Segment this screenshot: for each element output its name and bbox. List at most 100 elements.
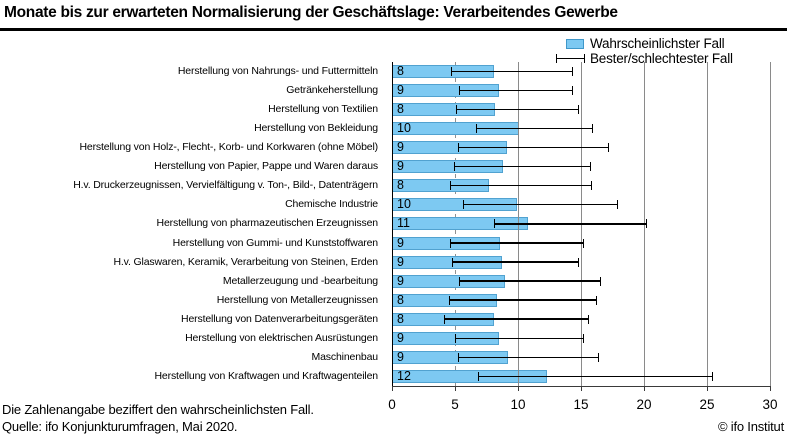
- x-axis-tick-label: 0: [388, 397, 396, 412]
- bar-most-likely: 12: [392, 368, 547, 383]
- x-axis-tick: [706, 386, 708, 391]
- errorbar-best-worst: [449, 238, 585, 248]
- errorbar-best-worst: [443, 314, 590, 324]
- bar-value-label: 8: [397, 64, 404, 78]
- bar-value-label: 10: [397, 197, 411, 212]
- x-axis-tick-label: 10: [510, 397, 526, 412]
- chart-row: Maschinenbau 9: [0, 348, 787, 367]
- bar-swatch-icon: [566, 38, 584, 49]
- chart-row: Chemische Industrie 10: [0, 195, 787, 214]
- errorbar-best-worst: [462, 200, 619, 210]
- copyright-note: © ifo Institut: [717, 419, 784, 434]
- x-axis-tick-label: 30: [762, 397, 778, 412]
- errorbar-best-worst: [476, 124, 594, 134]
- category-label: Herstellung von Gummi- und Kunststoffwar…: [172, 236, 379, 249]
- errorbar-best-worst: [458, 276, 601, 286]
- category-label: Herstellung von Papier, Pappe und Waren …: [154, 160, 378, 173]
- chart-row: Herstellung von Holz-, Flecht-, Korb- un…: [0, 138, 787, 157]
- bar-value-label: 9: [397, 140, 404, 155]
- x-axis-tick: [769, 386, 771, 391]
- bar-value-label: 10: [397, 121, 411, 136]
- bar-value-label: 9: [397, 330, 404, 345]
- category-label: Herstellung von Holz-, Flecht-, Korb- un…: [79, 141, 378, 154]
- bar-value-label: 11: [397, 216, 410, 231]
- category-label: Herstellung von Datenverarbeitungsgeräte…: [181, 312, 378, 325]
- chart-row: H.v. Glaswaren, Keramik, Verarbeitung vo…: [0, 253, 787, 272]
- bar-value-label: 9: [397, 349, 404, 364]
- bar-value-label: 9: [397, 273, 404, 288]
- errorbar-best-worst: [452, 257, 580, 267]
- bar-value-label: 12: [397, 368, 411, 383]
- chart-row: Herstellung von Metallerzeugnissen 8: [0, 291, 787, 310]
- x-axis-tick-label: 25: [699, 397, 715, 412]
- legend-item-most-likely: Wahrscheinlichster Fall: [566, 36, 725, 51]
- legend-item-best-worst: Bester/schlechtester Fall: [556, 51, 733, 66]
- x-axis-tick: [580, 386, 582, 391]
- category-label: Metallerzeugung und -bearbeitung: [222, 274, 378, 287]
- errorbar-icon: [556, 54, 585, 63]
- category-label: Herstellung von Textilien: [268, 103, 378, 116]
- bar-value-label: 9: [397, 254, 404, 269]
- title-divider: [0, 28, 787, 31]
- gridline: [769, 62, 771, 386]
- category-label: Herstellung von Kraftwagen und Kraftwage…: [154, 369, 378, 382]
- errorbar-best-worst: [477, 371, 713, 381]
- x-axis-tick: [454, 386, 456, 391]
- footnote: Die Zahlenangabe beziffert den wahrschei…: [2, 402, 314, 417]
- errorbar-best-worst: [448, 295, 597, 305]
- bar-most-likely: 10: [392, 197, 517, 212]
- errorbar-best-worst: [455, 333, 585, 343]
- category-label: Getränkeherstellung: [286, 84, 378, 97]
- category-label: H.v. Glaswaren, Keramik, Verarbeitung vo…: [113, 255, 378, 268]
- gridline: [706, 62, 708, 386]
- chart-row: H.v. Druckerzeugnissen, Vervielfältigung…: [0, 176, 787, 195]
- chart-row: Herstellung von Papier, Pappe und Waren …: [0, 157, 787, 176]
- errorbar-best-worst: [451, 67, 573, 76]
- chart-title: Monate bis zur erwarteten Normalisierung…: [4, 4, 618, 21]
- errorbar-best-worst: [456, 105, 580, 115]
- bar-value-label: 8: [397, 178, 404, 193]
- category-label: Maschinenbau: [311, 350, 379, 363]
- chart-row: Herstellung von Textilien 8: [0, 100, 787, 119]
- bar-value-label: 9: [397, 83, 404, 98]
- chart-row: Herstellung von Nahrungs- und Futtermitt…: [0, 62, 787, 81]
- errorbar-best-worst: [457, 352, 600, 362]
- chart-row: Herstellung von elektrischen Ausrüstunge…: [0, 329, 787, 348]
- errorbar-best-worst: [449, 181, 592, 191]
- category-label: Chemische Industrie: [285, 198, 378, 211]
- x-axis-tick: [643, 386, 645, 391]
- category-label: Herstellung von pharmazeutischen Erzeugn…: [156, 217, 379, 230]
- source-note: Quelle: ifo Konjunkturumfragen, Mai 2020…: [2, 419, 238, 434]
- legend-label-best-worst: Bester/schlechtester Fall: [590, 51, 733, 66]
- chart-row: Metallerzeugung und -bearbeitung 9: [0, 272, 787, 291]
- bar-value-label: 9: [397, 235, 404, 250]
- errorbar-best-worst: [494, 219, 648, 229]
- category-label: H.v. Druckerzeugnissen, Vervielfältigung…: [73, 179, 378, 192]
- bar-most-likely: 10: [392, 121, 520, 136]
- bar-value-label: 8: [397, 311, 404, 326]
- chart-row: Herstellung von Gummi- und Kunststoffwar…: [0, 234, 787, 253]
- errorbar-best-worst: [457, 143, 610, 153]
- plot-area: Herstellung von Nahrungs- und Futtermitt…: [0, 62, 787, 386]
- x-axis-tick-label: 5: [451, 397, 459, 412]
- bar-value-label: 8: [397, 102, 404, 117]
- category-label: Herstellung von Nahrungs- und Futtermitt…: [177, 65, 378, 77]
- x-axis-tick-label: 20: [636, 397, 652, 412]
- errorbar-best-worst: [453, 162, 591, 172]
- x-axis-line: [392, 386, 771, 387]
- x-axis-tick: [391, 386, 393, 391]
- bar-value-label: 9: [397, 159, 404, 174]
- chart-row: Herstellung von Bekleidung 10: [0, 119, 787, 138]
- category-label: Herstellung von Bekleidung: [254, 122, 378, 135]
- category-label: Herstellung von Metallerzeugnissen: [216, 293, 378, 306]
- errorbar-best-worst: [458, 86, 573, 96]
- category-label: Herstellung von elektrischen Ausrüstunge…: [185, 331, 378, 344]
- chart-row: Herstellung von Kraftwagen und Kraftwage…: [0, 367, 787, 386]
- x-axis-tick-label: 15: [573, 397, 589, 412]
- bar-value-label: 8: [397, 292, 404, 307]
- chart-row: Herstellung von pharmazeutischen Erzeugn…: [0, 214, 787, 233]
- chart-row: Getränkeherstellung 9: [0, 81, 787, 100]
- legend-label-most-likely: Wahrscheinlichster Fall: [590, 36, 725, 51]
- x-axis-tick: [517, 386, 519, 391]
